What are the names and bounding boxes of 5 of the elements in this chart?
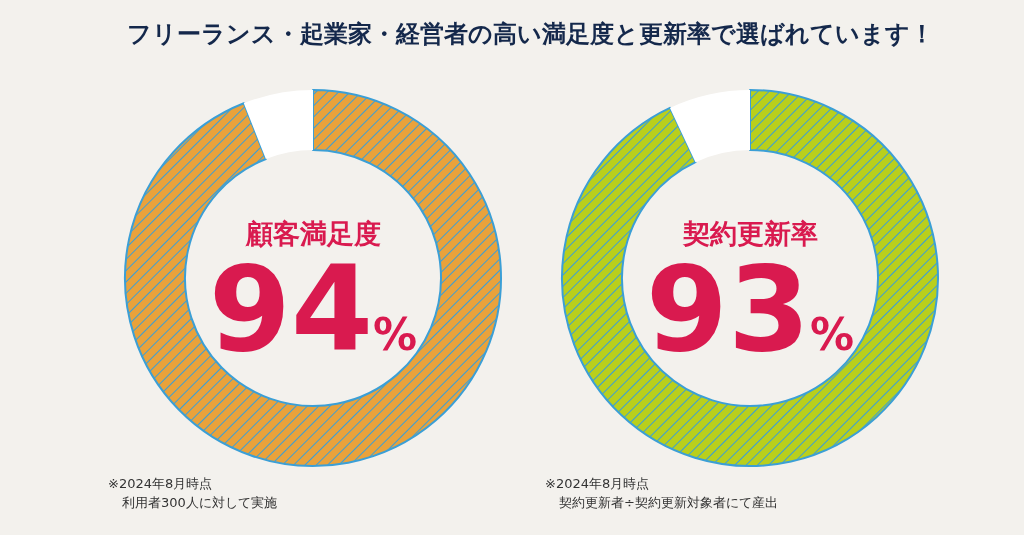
chart-title: フリーランス・起業家・経営者の高い満足度と更新率で選ばれています！ bbox=[126, 20, 934, 48]
text: ※2024年8月時点 bbox=[545, 476, 650, 491]
text: ※2024年8月時点 bbox=[108, 476, 213, 491]
text: 利用者300人に対して実施 bbox=[122, 495, 277, 510]
text: 契約更新者÷契約更新対象者にて産出 bbox=[559, 495, 778, 510]
